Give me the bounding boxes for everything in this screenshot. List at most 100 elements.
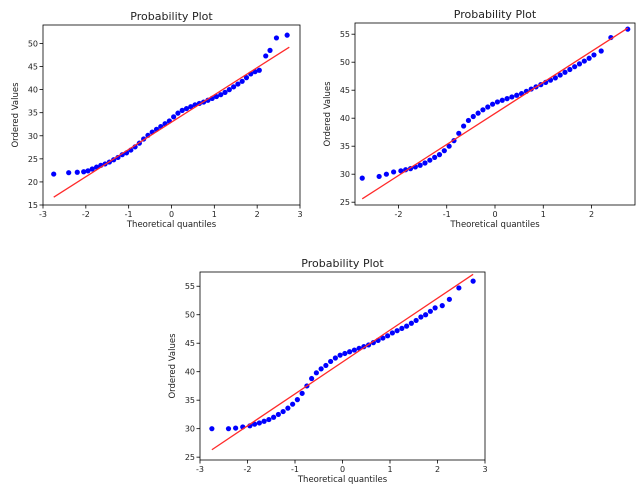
data-point <box>504 96 510 102</box>
data-point <box>89 166 95 172</box>
probability-plot-3: Probability Plot -3 -2 -1 0 1 2 3 25 30 35 40 45 50 55… <box>168 257 488 485</box>
data-point <box>427 308 433 314</box>
data-point <box>485 104 491 110</box>
x-tick-label: 2 <box>255 210 260 219</box>
x-tick-label: 2 <box>589 210 594 219</box>
data-point <box>179 107 185 113</box>
data-point <box>404 323 410 329</box>
y-tick-label: 40 <box>28 86 38 95</box>
data-point <box>586 55 592 61</box>
data-point <box>456 130 462 136</box>
data-point <box>480 107 486 113</box>
data-point <box>213 93 220 100</box>
plot-frame <box>199 271 486 461</box>
data-point <box>489 101 496 107</box>
data-point <box>422 160 428 166</box>
data-point <box>239 78 245 84</box>
x-tick-label: -1 <box>125 210 133 219</box>
data-point <box>231 84 237 90</box>
data-point <box>446 296 452 302</box>
data-point <box>81 169 87 175</box>
x-tick-label: 1 <box>387 465 392 474</box>
data-point <box>175 110 181 116</box>
data-point <box>271 414 277 420</box>
data-point <box>461 123 467 129</box>
y-tick-label: 35 <box>340 142 350 151</box>
data-point <box>625 26 631 32</box>
data-point <box>418 314 424 320</box>
data-point <box>263 53 269 59</box>
data-point <box>398 168 404 174</box>
data-point <box>572 64 578 70</box>
data-point <box>432 154 438 160</box>
data-point <box>171 114 177 120</box>
data-point <box>209 426 215 432</box>
data-point <box>432 305 438 311</box>
x-axis-label: Theoretical quantiles <box>126 220 217 230</box>
data-point <box>51 171 57 177</box>
x-tick-label: 1 <box>212 210 217 219</box>
data-point <box>413 317 419 324</box>
data-point <box>470 113 476 120</box>
y-tick-label: 45 <box>28 63 38 72</box>
y-tick-label: 15 <box>28 201 38 210</box>
x-tick-label: -2 <box>82 210 90 219</box>
x-axis-label: Theoretical quantiles <box>449 220 540 230</box>
data-point <box>261 418 267 424</box>
y-axis-label: Ordered Values <box>323 81 333 147</box>
data-point <box>441 148 447 154</box>
y-tick-label: 50 <box>185 311 195 320</box>
data-point <box>285 405 291 411</box>
data-point <box>218 92 224 98</box>
data-point <box>252 421 258 427</box>
data-point <box>299 390 305 396</box>
y-tick-label: 25 <box>340 198 350 207</box>
data-point <box>562 69 568 75</box>
data-point <box>427 157 433 163</box>
y-tick-label: 55 <box>340 30 350 39</box>
chart-title: Probability Plot <box>301 257 384 270</box>
data-point <box>243 75 250 81</box>
data-point <box>591 52 597 58</box>
data-point <box>439 303 445 309</box>
x-axis-label: Theoretical quantiles <box>297 475 388 485</box>
data-point <box>475 110 481 116</box>
data-point <box>494 99 501 105</box>
data-point <box>266 416 272 423</box>
x-tick-label: -2 <box>244 465 252 474</box>
y-tick-label: 55 <box>185 282 195 291</box>
y-tick-label: 50 <box>340 58 350 67</box>
data-point <box>598 48 604 54</box>
x-tick-label: -2 <box>394 210 402 219</box>
data-point <box>74 169 80 175</box>
data-point <box>337 352 343 358</box>
data-point <box>465 117 472 124</box>
x-tick-label: -1 <box>291 465 299 474</box>
data-point <box>576 61 583 67</box>
data-point <box>347 349 353 355</box>
y-tick-label: 25 <box>185 453 195 462</box>
plot-frame <box>354 22 636 206</box>
data-point <box>226 87 232 93</box>
data-point <box>183 105 190 112</box>
data-point <box>557 72 563 78</box>
data-point <box>342 350 348 357</box>
data-point <box>423 312 429 318</box>
data-point <box>332 355 338 361</box>
y-tick-label: 30 <box>185 425 195 434</box>
y-tick-label: 40 <box>340 114 350 123</box>
x-tick-label: -3 <box>39 210 47 219</box>
y-tick-label: 45 <box>185 339 195 348</box>
y-tick-label: 30 <box>28 132 38 141</box>
data-point <box>273 35 280 41</box>
data-point <box>359 175 365 181</box>
data-point <box>567 66 573 73</box>
data-point <box>380 335 386 341</box>
data-point <box>66 170 72 176</box>
x-tick-label: -1 <box>443 210 451 219</box>
data-point <box>222 89 228 95</box>
data-point <box>313 370 319 376</box>
probability-plot-1: Probability Plot -3 -2 -1 0 1 2 3 15 20 25 30 35 40 45… <box>11 10 303 230</box>
y-tick-label: 50 <box>28 39 38 48</box>
y-tick-label: 35 <box>185 396 195 405</box>
